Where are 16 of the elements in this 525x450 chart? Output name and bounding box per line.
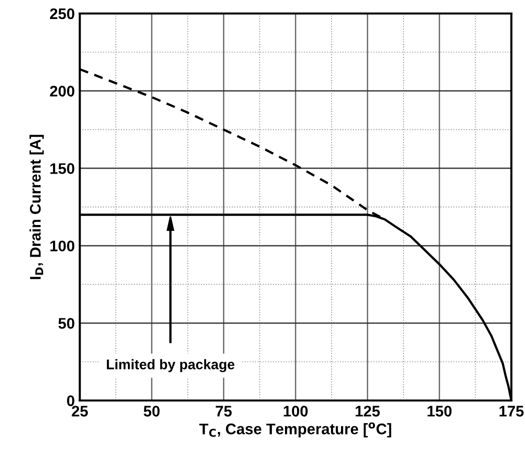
y-tick-label: 250 (50, 8, 74, 20)
x-tick-label: 75 (216, 406, 232, 417)
x-tick-label: 150 (428, 406, 452, 417)
y-axis-title: I$_{D}$, Drain Current [A] (30, 134, 44, 280)
y-tick-label: 50 (58, 318, 74, 329)
y-tick-label: 150 (50, 163, 74, 174)
x-tick-label: 100 (284, 406, 308, 417)
x-axis-title: T$_{C}$, Case Temperature [$^{o}$C] (199, 422, 392, 438)
annotation: Limited by package (106, 359, 234, 372)
x-tick-label: 175 (500, 406, 524, 417)
x-tick-label: 125 (356, 406, 380, 417)
x-tick-label: 25 (72, 406, 88, 417)
y-tick-label: 0 (67, 395, 74, 406)
y-tick-label: 100 (50, 240, 74, 252)
y-tick-label: 200 (50, 86, 74, 97)
x-tick-label: 50 (144, 406, 160, 417)
